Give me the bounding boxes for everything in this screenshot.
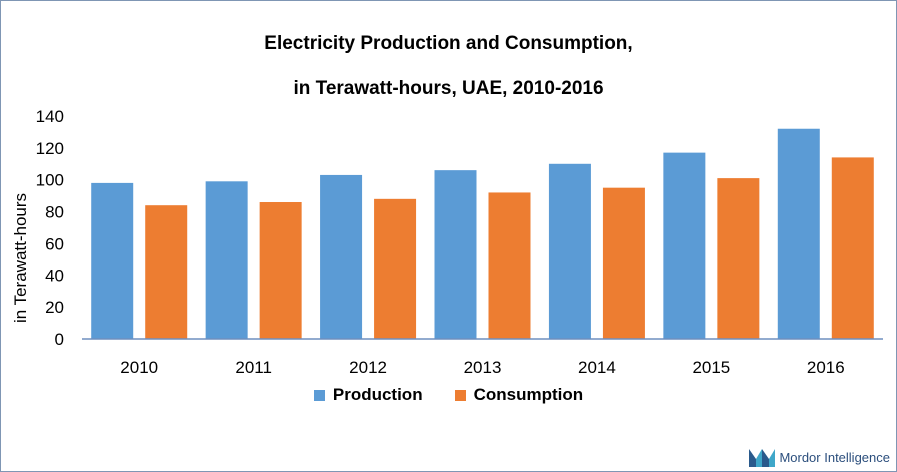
y-tick-label: 100 [36,171,64,190]
brand-name: Mordor Intelligence [779,449,890,465]
bar-production-2012 [320,174,363,339]
x-tick-label: 2012 [349,358,387,377]
bar-consumption-2011 [259,202,302,339]
x-tick-label: 2010 [120,358,158,377]
brand-logo: Mordor Intelligence [749,447,890,467]
mordor-logo-icon [749,449,776,467]
bar-consumption-2013 [488,192,531,339]
x-tick-label: 2015 [692,358,730,377]
legend-label-consumption: Consumption [473,385,584,404]
bar-production-2013 [434,170,477,339]
chart-subtitle: in Terawatt-hours, UAE, 2010-2016 [293,78,604,99]
x-tick-label: 2016 [807,358,845,377]
bar-consumption-2010 [145,205,188,339]
bar-production-2011 [205,181,248,339]
x-tick-label: 2011 [235,358,272,377]
y-tick-label: 20 [45,298,64,317]
bar-production-2014 [548,163,591,339]
y-tick-label: 120 [36,139,64,158]
legend-item-consumption: Consumption [454,385,584,405]
y-tick-label: 60 [45,234,64,253]
legend-label-production: Production [332,385,423,404]
bar-consumption-2016 [831,157,874,339]
y-tick-label: 0 [55,330,64,349]
y-tick-label: 80 [45,203,64,222]
legend-swatch-consumption [454,389,466,401]
bar-production-2015 [663,152,706,339]
bar-consumption-2015 [717,178,760,339]
legend-swatch-production [313,389,325,401]
x-tick-label: 2013 [464,358,502,377]
legend: Production Consumption [1,385,896,405]
y-axis-title: in Terawatt-hours [11,192,30,324]
bar-consumption-2012 [374,198,417,339]
bar-production-2016 [777,128,820,339]
chart-title: Electricity Production and Consumption, [264,33,633,54]
x-tick-label: 2014 [578,358,616,377]
y-tick-label: 40 [45,266,64,285]
bar-consumption-2014 [602,187,645,339]
y-tick-label: 140 [36,107,64,126]
bar-production-2010 [91,182,134,339]
legend-item-production: Production [313,385,423,405]
